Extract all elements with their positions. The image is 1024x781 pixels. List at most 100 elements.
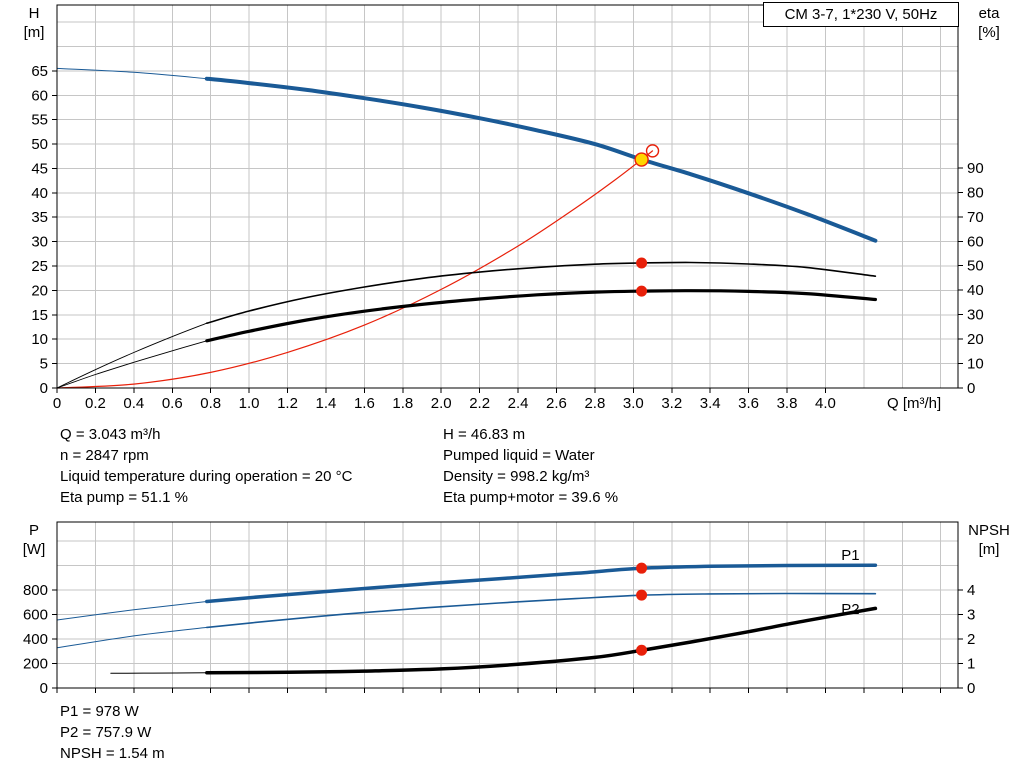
head-curve-leadin	[56, 67, 208, 80]
y-left-tick-label: 65	[31, 63, 48, 80]
y-right-tick-label: 10	[967, 356, 984, 373]
y-right-tick-label: 80	[967, 184, 984, 201]
x-tick-label: 3.8	[777, 395, 798, 412]
y-left-tick-label: 200	[23, 655, 48, 672]
duty-point[interactable]	[634, 152, 649, 167]
power-info-block: P1 = 978 W P2 = 757.9 W NPSH = 1.54 m	[60, 701, 165, 764]
x-tick-label: 2.4	[508, 395, 529, 412]
x-tick-label: 1.6	[354, 395, 375, 412]
p1-curve	[205, 563, 878, 604]
series-label-p2: P2	[841, 601, 859, 618]
info-row: Q = 3.043 m³/h H = 46.83 m	[60, 424, 618, 445]
x-tick-label: 0.4	[123, 395, 144, 412]
y-left-tick-label: 35	[31, 209, 48, 226]
y-left-tick-label: 25	[31, 258, 48, 275]
x-axis-label: Q [m³/h]	[887, 395, 941, 412]
curve-value-dot	[636, 562, 648, 574]
y-right-tick-label: 60	[967, 233, 984, 250]
info-row: n = 2847 rpm Pumped liquid = Water	[60, 445, 618, 466]
info-row: Eta pump = 51.1 % Eta pump+motor = 39.6 …	[60, 487, 618, 508]
curve-value-dot	[636, 644, 648, 656]
curve-value-dot	[636, 589, 648, 601]
power-npsh-chart: 0 200 400 600 800 0 1 2 3 4 P [W] NPSH [m] P1 P2	[23, 521, 1010, 697]
y-right-tick-label: 30	[967, 307, 984, 324]
p1-leadin	[56, 601, 208, 621]
y-right-tick-label: 20	[967, 331, 984, 348]
x-tick-label: 2.2	[469, 395, 490, 412]
y-right-tick-label: 0	[967, 680, 975, 697]
y-left-tick-label: 10	[31, 331, 48, 348]
y-left-axis-label: [W]	[23, 541, 46, 558]
y-right-tick-label: 50	[967, 258, 984, 275]
y-left-tick-label: 55	[31, 112, 48, 129]
y-right-tick-label: 90	[967, 160, 984, 177]
info-p1: P1 = 978 W	[60, 703, 139, 720]
y-left-tick-label: 45	[31, 160, 48, 177]
info-eta-pump: Eta pump = 51.1 %	[60, 489, 188, 506]
x-tick-label: 1.2	[277, 395, 298, 412]
y-left-tick-label: 30	[31, 234, 48, 251]
x-tick-label: 3.0	[623, 395, 644, 412]
pump-model-title: CM 3-7, 1*230 V, 50Hz	[763, 2, 959, 27]
p2-curve	[206, 592, 877, 629]
x-tick-label: 0.8	[200, 395, 221, 412]
y-right-tick-label: 1	[967, 656, 975, 673]
plot-frame	[56, 521, 959, 689]
y-left-axis-label: P	[29, 522, 39, 539]
y-right-axis-label: eta	[979, 5, 1001, 22]
x-tick-label: 2.8	[584, 395, 605, 412]
x-tick-label: 3.4	[700, 395, 721, 412]
info-eta-total: Eta pump+motor = 39.6 %	[443, 489, 619, 506]
x-tick-label: 0.2	[85, 395, 106, 412]
info-p2: P2 = 757.9 W	[60, 724, 152, 741]
x-tick-label: 2.6	[546, 395, 567, 412]
y-left-tick-label: 0	[40, 680, 48, 697]
series-label-p1: P1	[841, 547, 859, 564]
eta-pump-motor-curve	[205, 289, 877, 343]
p2-leadin	[56, 626, 208, 649]
duty-info-block: Q = 3.043 m³/h H = 46.83 m n = 2847 rpm …	[60, 424, 618, 508]
x-tick-label: 0.6	[162, 395, 183, 412]
y-right-tick-label: 0	[967, 380, 975, 397]
x-tick-label: 1.4	[316, 395, 337, 412]
info-temperature: Liquid temperature during operation = 20…	[60, 468, 353, 485]
x-tick-label: 0	[53, 395, 61, 412]
head-curve	[204, 76, 878, 243]
info-density: Density = 998.2 kg/m³	[443, 468, 590, 485]
eta-pump-leadin	[56, 322, 208, 389]
head-efficiency-chart: 0 0.2 0.4 0.6 0.8 1.0 1.2 1.4 1.6 1.8 2.0 2.2 2.4 2.6…	[24, 4, 1001, 412]
info-liquid: Pumped liquid = Water	[443, 447, 595, 464]
requested-duty-ring	[645, 144, 660, 158]
y-left-axis-label: [m]	[24, 24, 45, 41]
y-left-tick-label: 800	[23, 582, 48, 599]
info-speed: n = 2847 rpm	[60, 447, 149, 464]
system-curve	[56, 150, 654, 389]
y-right-axis-label: [m]	[979, 541, 1000, 558]
y-left-tick-label: 50	[31, 136, 48, 153]
y-left-tick-label: 600	[23, 606, 48, 623]
x-tick-label: 3.2	[661, 395, 682, 412]
y-left-axis-label: H	[29, 5, 40, 22]
y-right-tick-label: 40	[967, 282, 984, 299]
x-tick-label: 1.8	[392, 395, 413, 412]
plot-frame	[56, 4, 959, 389]
x-tick-label: 4.0	[815, 395, 836, 412]
y-left-tick-label: 60	[31, 87, 48, 104]
info-head: H = 46.83 m	[443, 426, 526, 443]
y-left-tick-label: 400	[23, 631, 48, 648]
y-right-tick-label: 4	[967, 582, 975, 599]
info-flow: Q = 3.043 m³/h	[60, 426, 161, 443]
y-left-tick-label: 5	[40, 356, 48, 373]
y-right-axis-label: NPSH	[968, 522, 1010, 539]
eta-pump-motor-leadin	[56, 340, 208, 389]
x-tick-label: 2.0	[431, 395, 452, 412]
curve-value-dot	[636, 257, 648, 269]
curve-value-dot	[636, 285, 648, 297]
eta-pump-curve	[206, 261, 877, 324]
y-left-tick-label: 0	[40, 380, 48, 397]
x-tick-label: 1.0	[239, 395, 260, 412]
y-left-tick-label: 15	[31, 307, 48, 324]
info-npsh: NPSH = 1.54 m	[60, 745, 165, 762]
y-left-tick-label: 20	[31, 282, 48, 299]
